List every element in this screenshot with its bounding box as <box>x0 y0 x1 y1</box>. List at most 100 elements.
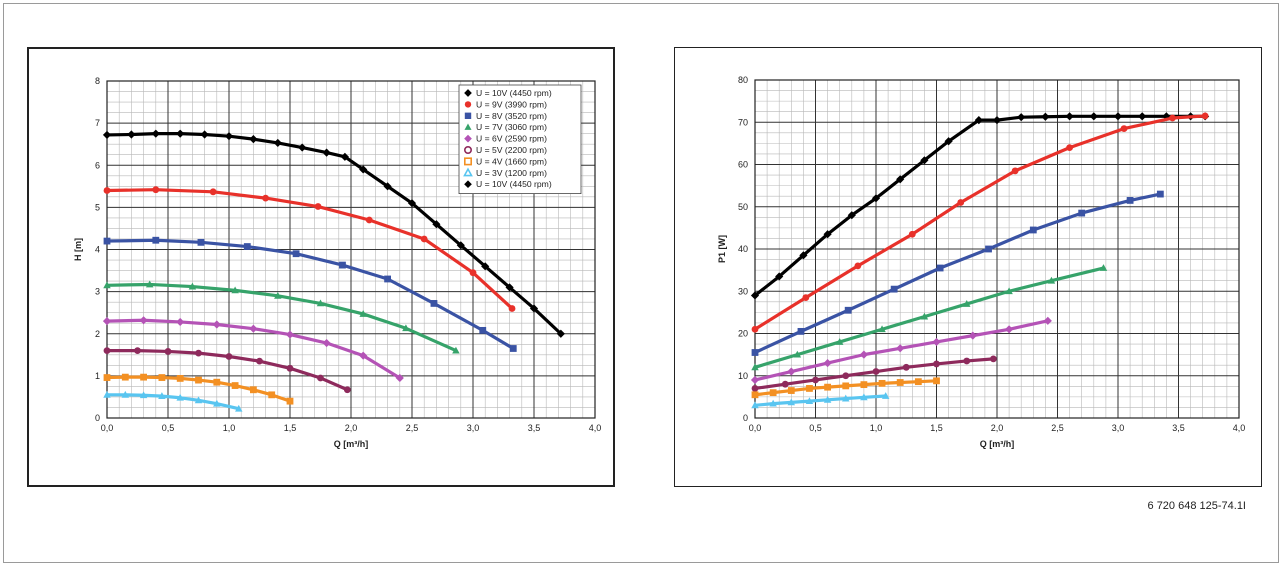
data-point <box>842 382 850 390</box>
data-point <box>292 250 300 258</box>
data-point <box>298 143 307 152</box>
data-point <box>844 306 852 314</box>
data-point <box>224 132 234 141</box>
x-tick-label: 3,5 <box>528 423 541 433</box>
data-point <box>151 129 160 138</box>
data-point <box>878 325 886 333</box>
series-line <box>105 238 515 351</box>
data-point <box>933 377 940 385</box>
x-tick-label: 2,5 <box>1051 423 1064 433</box>
data-point <box>121 390 130 398</box>
data-point <box>359 310 367 317</box>
data-point <box>256 357 263 365</box>
data-point <box>787 387 795 394</box>
data-point <box>787 367 796 376</box>
data-point <box>432 220 441 229</box>
y-tick-label: 8 <box>95 76 100 86</box>
power-chart-frame: 0,0 0,5 1,0 1,5 2,0 2,5 3,0 3,5 4,0 0 10 20 30 40 50 60… <box>674 47 1262 487</box>
data-point <box>1078 209 1086 217</box>
data-point <box>152 236 160 244</box>
series-5 <box>751 355 997 392</box>
legend-label: U = 7V (3060 rpm) <box>476 122 547 132</box>
data-point <box>932 337 941 347</box>
x-tick-label: 1,0 <box>870 423 883 433</box>
series-1 <box>751 112 1209 333</box>
data-point <box>963 357 971 365</box>
data-point <box>176 129 185 138</box>
data-point <box>103 281 111 289</box>
data-point <box>343 386 351 394</box>
data-point <box>195 349 202 357</box>
data-point <box>286 364 294 372</box>
data-point <box>823 358 832 368</box>
data-point <box>974 116 983 125</box>
series-3 <box>103 280 460 354</box>
legend-label: U = 4V (1660 rpm) <box>476 156 547 166</box>
data-point <box>508 305 516 312</box>
data-point <box>859 350 868 359</box>
data-point <box>944 137 953 146</box>
series-line <box>105 132 563 336</box>
data-point <box>188 282 197 290</box>
data-point <box>890 285 898 293</box>
data-point <box>1113 112 1123 121</box>
y-tick-label: 0 <box>95 413 100 423</box>
y-tick-label: 6 <box>95 160 100 170</box>
data-point <box>140 373 147 381</box>
data-point <box>1126 197 1134 204</box>
data-point <box>1099 264 1108 271</box>
legend-marker <box>464 180 472 189</box>
legend-label: U = 3V (1200 rpm) <box>476 168 547 178</box>
series-7 <box>751 392 890 409</box>
data-point <box>1005 325 1014 334</box>
plot-area <box>754 79 1240 419</box>
data-point <box>176 375 184 382</box>
data-point <box>121 373 129 381</box>
data-point <box>209 188 217 196</box>
x-axis-label: Q [m³/h] <box>980 439 1015 449</box>
data-point <box>102 317 112 326</box>
legend-marker <box>464 89 472 97</box>
data-point <box>407 199 417 208</box>
page-frame <box>3 3 1279 563</box>
data-point <box>102 130 112 139</box>
data-point <box>769 399 777 407</box>
data-point <box>957 199 965 206</box>
y-tick-label: 30 <box>738 286 748 296</box>
data-point <box>127 130 136 139</box>
data-point <box>842 372 850 380</box>
data-point <box>751 391 759 399</box>
data-point <box>793 350 802 358</box>
y-axis-label: H [m] <box>73 238 83 261</box>
data-point <box>164 348 172 355</box>
data-point <box>231 286 239 294</box>
data-point <box>317 374 324 382</box>
data-point <box>968 331 977 340</box>
data-point <box>456 241 465 250</box>
x-axis-label: Q [m³/h] <box>334 439 369 449</box>
data-point <box>158 374 166 381</box>
data-point <box>860 393 868 401</box>
data-point <box>920 312 929 320</box>
data-point <box>989 355 997 363</box>
data-point <box>751 385 759 392</box>
data-point <box>365 216 373 224</box>
power-chart: 0,0 0,5 1,0 1,5 2,0 2,5 3,0 3,5 4,0 0 10 20 30 40 50 60… <box>717 75 1245 449</box>
x-tick-label: 3,0 <box>1112 423 1125 433</box>
data-point <box>823 395 832 403</box>
series-6 <box>751 377 940 399</box>
y-tick-label: 1 <box>95 371 100 381</box>
y-tick-label: 4 <box>95 245 100 255</box>
data-point <box>249 324 258 333</box>
data-point <box>914 378 922 386</box>
series-line <box>753 192 1162 355</box>
document-code: 6 720 648 125-74.1I <box>1147 500 1246 512</box>
data-point <box>322 148 331 157</box>
data-point <box>1169 114 1176 122</box>
series-line <box>753 114 1207 331</box>
data-point <box>402 324 410 332</box>
data-point <box>268 391 276 399</box>
y-axis-label: P1 [W] <box>717 235 727 263</box>
data-point <box>797 327 805 335</box>
series-7 <box>103 390 243 412</box>
